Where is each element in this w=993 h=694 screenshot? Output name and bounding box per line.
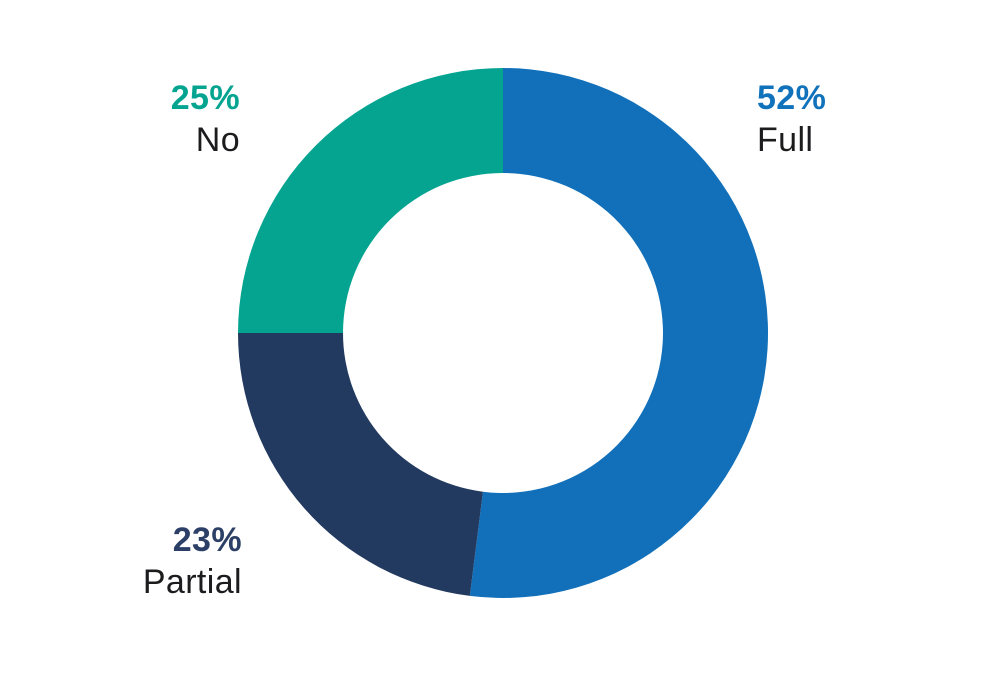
label-group-no: 25% No bbox=[171, 77, 240, 161]
donut-segment-partial bbox=[238, 333, 483, 596]
category-name-no: No bbox=[195, 121, 240, 159]
donut-segment-full bbox=[469, 68, 769, 598]
label-group-full: 52% Full bbox=[757, 77, 826, 161]
percent-value-partial: 23% bbox=[172, 521, 242, 559]
percent-value-no: 25% bbox=[170, 79, 240, 117]
percent-value-full: 52% bbox=[757, 79, 827, 117]
donut-segment-no bbox=[238, 68, 503, 333]
category-name-partial: Partial bbox=[142, 563, 242, 601]
label-group-partial: 23% Partial bbox=[143, 519, 242, 603]
category-name-full: Full bbox=[757, 121, 814, 159]
